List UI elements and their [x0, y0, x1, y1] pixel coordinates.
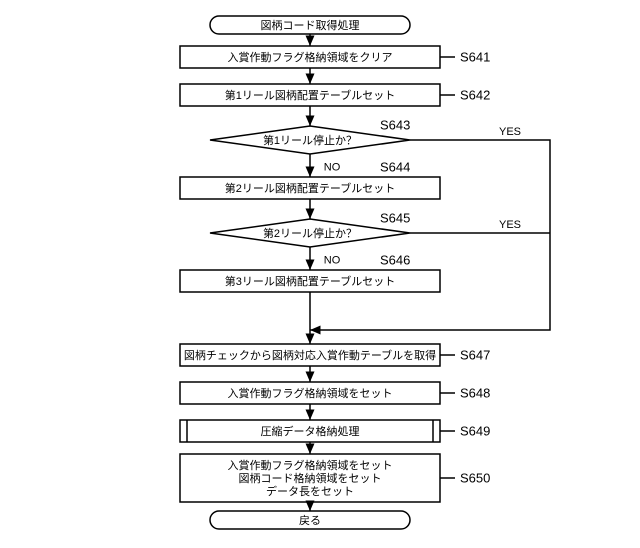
svg-text:S641: S641	[460, 49, 490, 64]
svg-text:第3リール図柄配置テーブルセット: 第3リール図柄配置テーブルセット	[225, 274, 395, 288]
svg-text:圧縮データ格納処理: 圧縮データ格納処理	[261, 424, 360, 438]
svg-text:S649: S649	[460, 423, 490, 438]
svg-text:YES: YES	[499, 126, 521, 138]
svg-text:S650: S650	[460, 470, 490, 485]
svg-text:S642: S642	[460, 87, 490, 102]
svg-text:S647: S647	[460, 347, 490, 362]
svg-text:図柄コード取得処理: 図柄コード取得処理	[261, 19, 360, 32]
svg-text:第2リール図柄配置テーブルセット: 第2リール図柄配置テーブルセット	[225, 181, 395, 195]
svg-text:入賞作動フラグ格納領域をクリア: 入賞作動フラグ格納領域をクリア	[228, 50, 393, 64]
svg-text:第2リール停止か？: 第2リール停止か？	[263, 226, 357, 240]
svg-text:第1リール停止か？: 第1リール停止か？	[263, 133, 357, 147]
svg-text:S646: S646	[380, 252, 410, 267]
svg-text:入賞作動フラグ格納領域をセット: 入賞作動フラグ格納領域をセット	[228, 458, 393, 472]
svg-text:S645: S645	[380, 210, 410, 225]
svg-text:入賞作動フラグ格納領域をセット: 入賞作動フラグ格納領域をセット	[228, 386, 393, 400]
svg-text:S644: S644	[380, 159, 410, 174]
svg-text:NO: NO	[324, 254, 341, 266]
svg-text:NO: NO	[324, 161, 341, 173]
svg-text:戻る: 戻る	[299, 514, 321, 527]
svg-text:S643: S643	[380, 117, 410, 132]
svg-text:データ長をセット: データ長をセット	[266, 484, 354, 498]
svg-text:図柄コード格納領域をセット: 図柄コード格納領域をセット	[239, 471, 382, 485]
svg-text:図柄チェックから図柄対応入賞作動テーブルを取得: 図柄チェックから図柄対応入賞作動テーブルを取得	[184, 348, 436, 362]
svg-text:第1リール図柄配置テーブルセット: 第1リール図柄配置テーブルセット	[225, 88, 395, 102]
svg-text:YES: YES	[499, 219, 521, 231]
svg-text:S648: S648	[460, 385, 490, 400]
